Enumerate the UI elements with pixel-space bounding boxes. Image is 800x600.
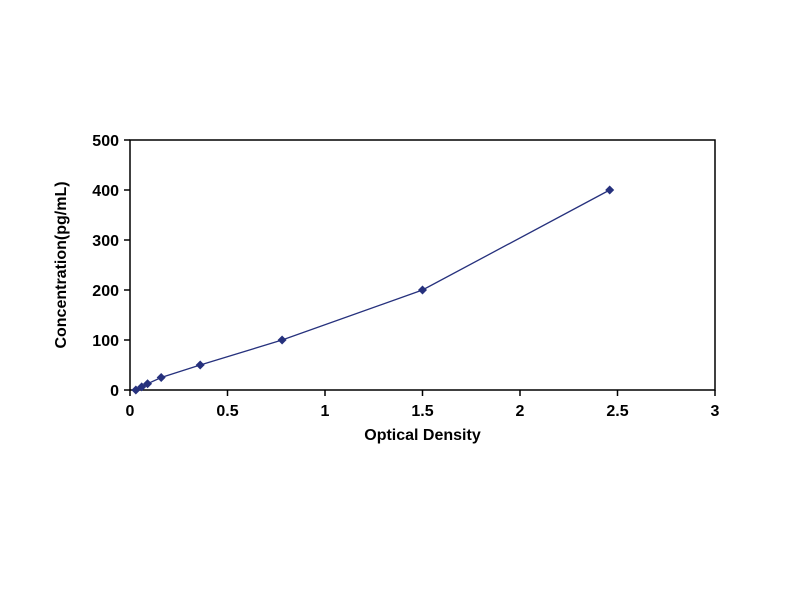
y-tick-label: 300: [92, 233, 119, 250]
x-tick-label: 0: [126, 403, 135, 420]
y-tick-label: 500: [92, 133, 119, 150]
x-tick-label: 2: [516, 403, 525, 420]
x-tick-label: 2.5: [606, 403, 628, 420]
y-tick-label: 200: [92, 283, 119, 300]
y-axis-title: Concentration(pg/mL): [53, 181, 70, 348]
data-point-marker: [143, 379, 153, 389]
y-tick-label: 100: [92, 333, 119, 350]
x-tick-label: 0.5: [216, 403, 238, 420]
data-point-marker: [277, 335, 287, 345]
data-point-marker: [418, 285, 427, 295]
x-axis-title: Optical Density: [364, 427, 481, 444]
x-tick-label: 3: [711, 403, 720, 420]
y-tick-label: 400: [92, 183, 119, 200]
x-tick-label: 1.5: [411, 403, 433, 420]
y-tick-label: 0: [110, 383, 119, 400]
data-point-marker: [195, 360, 205, 370]
plot-border: [129, 139, 716, 391]
data-point-marker: [605, 185, 615, 195]
data-point-marker: [156, 373, 166, 382]
x-tick-label: 1: [321, 403, 330, 420]
